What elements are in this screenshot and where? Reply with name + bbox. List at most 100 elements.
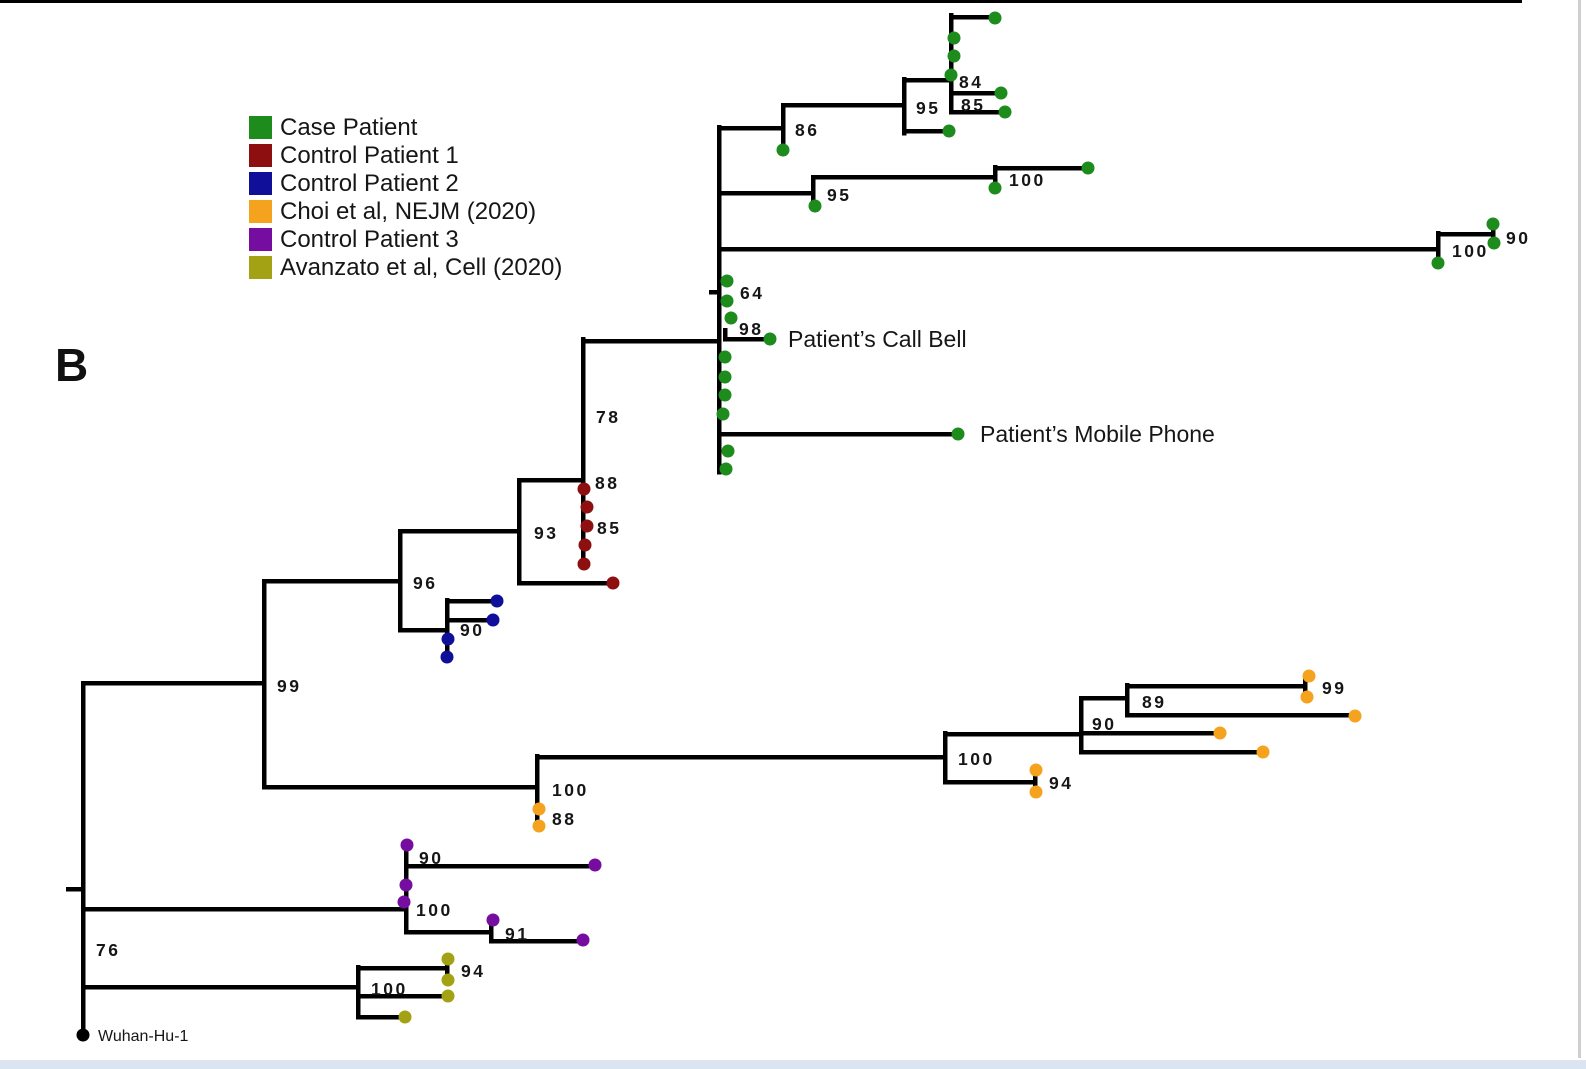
tip-dot-avanzato — [441, 973, 455, 987]
tip-dot-case — [944, 68, 958, 82]
bootstrap-value: 100 — [1452, 241, 1489, 261]
tip-dot-control2 — [490, 594, 504, 608]
panel-label: B — [55, 339, 89, 391]
tip-dot-root — [76, 1028, 90, 1042]
tip-dot-control2 — [440, 650, 454, 664]
tip-dot-choi — [1256, 745, 1270, 759]
tip-dot-avanzato — [441, 952, 455, 966]
tip-dot-control1 — [577, 482, 591, 496]
bootstrap-value: 95 — [827, 185, 851, 205]
bootstrap-value: 90 — [1092, 714, 1116, 734]
tip-dot-control3 — [397, 895, 411, 909]
tip-dot-avanzato — [441, 989, 455, 1003]
bootstrap-value: 100 — [958, 749, 995, 769]
bootstrap-value: 98 — [739, 319, 763, 339]
bootstrap-value: 88 — [595, 473, 619, 493]
legend-swatch — [249, 228, 272, 251]
tip-dot-case — [994, 86, 1008, 100]
tip-dot-control1 — [580, 519, 594, 533]
legend-label: Control Patient 1 — [280, 142, 459, 169]
tip-dot-choi — [1348, 709, 1362, 723]
tip-dot-case — [947, 49, 961, 63]
tip-dot-case — [1486, 217, 1500, 231]
tip-dot-case — [998, 105, 1012, 119]
tip-dot-control1 — [606, 576, 620, 590]
bootstrap-value: 100 — [1009, 170, 1046, 190]
tip-dot-control1 — [578, 538, 592, 552]
tip-dot-choi — [532, 802, 546, 816]
tip-dot-case — [724, 311, 738, 325]
tip-label: Wuhan-Hu-1 — [98, 1028, 189, 1045]
bootstrap-value: 95 — [916, 98, 940, 118]
tip-dot-control2 — [486, 613, 500, 627]
frame-right-border — [1578, 0, 1581, 1058]
legend-label: Choi et al, NEJM (2020) — [280, 198, 537, 225]
bootstrap-value: 93 — [534, 523, 558, 543]
tip-dot-case — [718, 388, 732, 402]
tip-dot-case — [951, 427, 965, 441]
bootstrap-value: 89 — [1142, 692, 1166, 712]
tip-dot-case — [988, 181, 1002, 195]
tip-dot-case — [720, 274, 734, 288]
tip-dot-choi — [1029, 785, 1043, 799]
bootstrap-value: 88 — [552, 809, 576, 829]
tip-label: Patient’s Mobile Phone — [980, 421, 1215, 447]
tip-dot-choi — [1213, 726, 1227, 740]
tip-dot-choi — [532, 819, 546, 833]
tip-dot-control3 — [576, 933, 590, 947]
tip-dot-case — [1081, 161, 1095, 175]
bootstrap-value: 94 — [1049, 773, 1073, 793]
tip-dot-case — [808, 199, 822, 213]
frame-top-border — [0, 0, 1522, 3]
tip-dot-control3 — [588, 858, 602, 872]
bootstrap-value: 96 — [413, 573, 437, 593]
tip-dot-control2 — [441, 632, 455, 646]
bootstrap-value: 90 — [460, 620, 484, 640]
tip-dot-control3 — [399, 878, 413, 892]
bootstrap-value: 78 — [596, 407, 620, 427]
tip-dot-choi — [1302, 669, 1316, 683]
tip-dot-control1 — [580, 500, 594, 514]
tip-dot-case — [776, 143, 790, 157]
tip-dot-case — [947, 31, 961, 45]
tip-dot-case — [719, 462, 733, 476]
bootstrap-value: 91 — [505, 924, 529, 944]
legend-label: Control Patient 2 — [280, 170, 459, 197]
bootstrap-value: 100 — [371, 979, 408, 999]
bootstrap-value: 99 — [1322, 678, 1346, 698]
legend-swatch — [249, 200, 272, 223]
bootstrap-value: 84 — [959, 72, 983, 92]
legend-item-choi: Choi et al, NEJM (2020) — [249, 198, 562, 225]
tip-dot-case — [720, 294, 734, 308]
legend-item-control1: Control Patient 1 — [249, 142, 562, 169]
legend-item-case: Case Patient — [249, 114, 562, 141]
bootstrap-value: 90 — [1506, 228, 1530, 248]
legend-item-control2: Control Patient 2 — [249, 170, 562, 197]
tip-dot-case — [721, 444, 735, 458]
frame-bottom-border — [0, 1060, 1586, 1069]
tip-dot-control3 — [400, 838, 414, 852]
bootstrap-value: 99 — [277, 676, 301, 696]
tip-dot-case — [942, 124, 956, 138]
tip-dot-case — [718, 350, 732, 364]
bootstrap-value: 64 — [740, 283, 764, 303]
legend-item-control3: Control Patient 3 — [249, 226, 562, 253]
tip-dot-case — [988, 11, 1002, 25]
legend-label: Control Patient 3 — [280, 226, 459, 253]
bootstrap-value: 100 — [416, 900, 453, 920]
bootstrap-value: 100 — [552, 780, 589, 800]
tip-dot-control1 — [577, 557, 591, 571]
tip-dot-case — [1431, 256, 1445, 270]
legend-swatch — [249, 116, 272, 139]
tip-dot-choi — [1300, 690, 1314, 704]
legend-label: Case Patient — [280, 114, 418, 141]
bootstrap-value: 86 — [795, 120, 819, 140]
bootstrap-value: 90 — [419, 848, 443, 868]
legend-swatch — [249, 144, 272, 167]
tip-dot-case — [718, 370, 732, 384]
tip-dot-choi — [1029, 763, 1043, 777]
legend-item-avanzato: Avanzato et al, Cell (2020) — [249, 256, 562, 280]
bootstrap-value: 85 — [597, 518, 621, 538]
